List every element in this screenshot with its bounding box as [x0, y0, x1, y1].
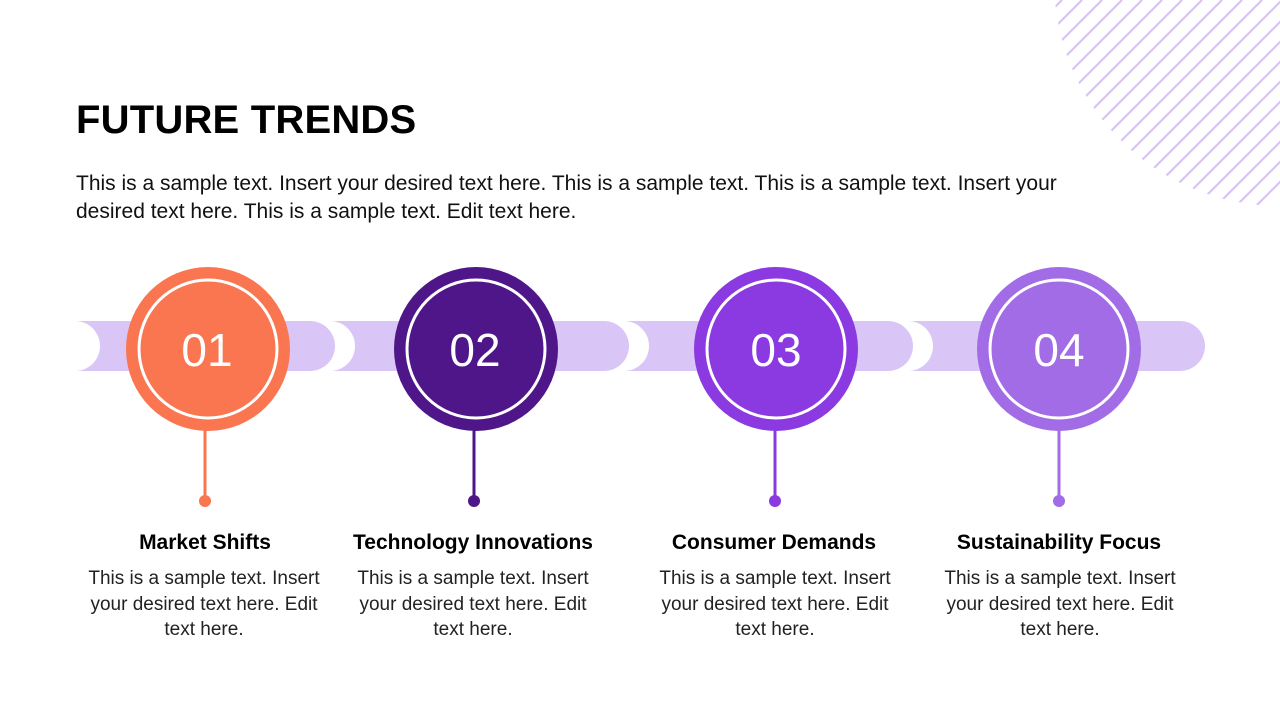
page-title: FUTURE TRENDS: [76, 98, 417, 142]
step-number-3: 03: [750, 324, 801, 376]
intro-paragraph: This is a sample text. Insert your desir…: [76, 172, 1057, 223]
step-1-marker: 01: [126, 267, 290, 507]
step-text-2: This is a sample text. Insert your desir…: [357, 568, 589, 640]
step-number-2: 02: [449, 324, 500, 376]
step-title-3: Consumer Demands: [671, 531, 877, 554]
step-4-marker: 04: [977, 267, 1141, 507]
timeline-graphic: 01 02 03 04: [75, 267, 1205, 507]
step-2-marker: 02: [394, 267, 558, 507]
step-number-4: 04: [1033, 324, 1084, 376]
step-text-1: This is a sample text. Insert your desir…: [88, 568, 320, 640]
step-title-2: Technology Innovations: [353, 531, 593, 554]
diagonal-stripes-icon: [1054, 0, 1280, 206]
step-text-4: This is a sample text. Insert your desir…: [944, 568, 1176, 640]
step-text-3: This is a sample text. Insert your desir…: [659, 568, 891, 640]
step-number-1: 01: [181, 324, 232, 376]
striped-quarter-circle-decoration: [1036, 0, 1280, 206]
step-3-marker: 03: [694, 267, 858, 507]
step-title-1: Market Shifts: [139, 531, 271, 554]
step-title-4: Sustainability Focus: [956, 531, 1162, 554]
